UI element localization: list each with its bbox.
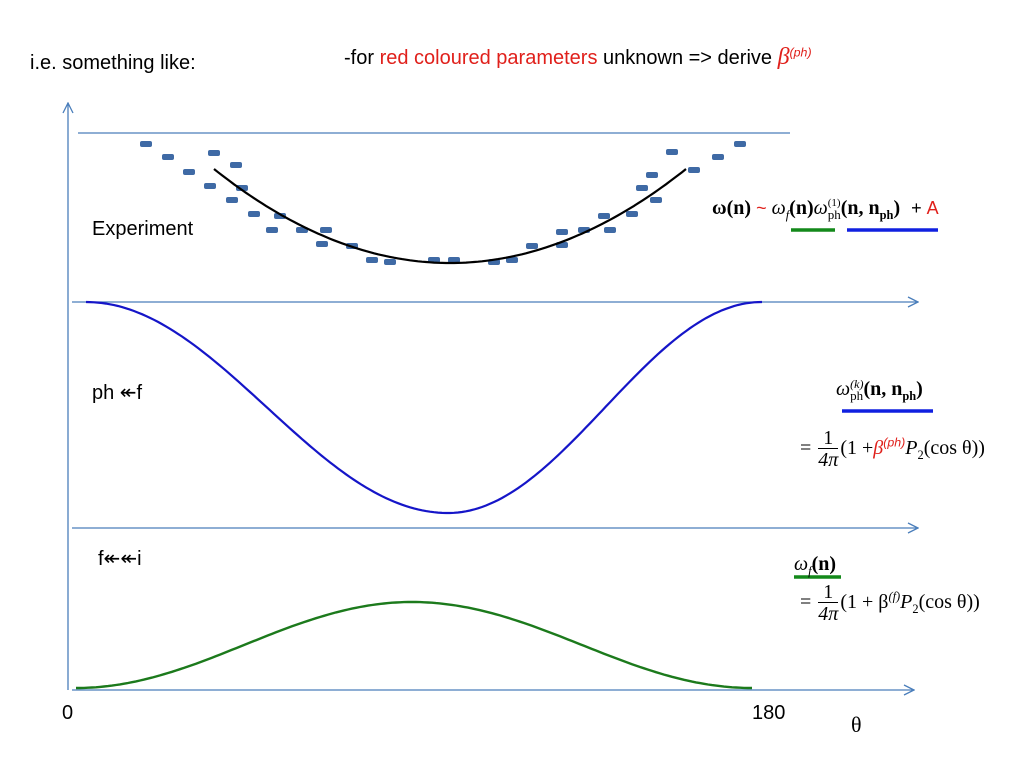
f-from-i-label: f↞↞i xyxy=(98,548,142,570)
experiment-marker xyxy=(230,162,242,168)
note-beta-sup: (ph) xyxy=(789,45,812,60)
x-axis-start-label: 0 xyxy=(62,702,74,724)
f1-omega-ph-sub: ph xyxy=(827,207,841,223)
formula-f-rhs: = 1 4π (1 + β(f)P2(cos θ)) xyxy=(800,582,980,625)
experiment-marker xyxy=(650,197,662,203)
intro-text: i.e. something like: xyxy=(30,52,196,74)
experiment-marker xyxy=(712,154,724,160)
experiment-marker xyxy=(204,183,216,189)
f3-omega: ω xyxy=(794,553,809,575)
f3-tail: (cos θ)) xyxy=(918,591,980,614)
experiment-marker xyxy=(274,213,286,219)
f3-arg: (n) xyxy=(811,553,837,575)
experiment-marker xyxy=(208,150,220,156)
experiment-marker xyxy=(248,211,260,217)
f2-equals: = xyxy=(800,437,812,460)
f2-arg: (n, n xyxy=(863,378,903,400)
f3-p-sub: 2 xyxy=(912,602,919,617)
formula-experiment: ω(n) ~ ωf(n)ω (1) ph (n, nph) + A xyxy=(712,197,939,223)
f1-tilde: ~ xyxy=(756,198,767,218)
f3-fraction: 1 4π xyxy=(818,582,839,625)
f3-open: (1 + β xyxy=(840,591,889,614)
f1-omega-ph-sup: (1) xyxy=(827,197,841,210)
f1-omega-f-arg: (n) xyxy=(789,197,814,219)
experiment-markers xyxy=(140,141,746,265)
experiment-marker xyxy=(626,211,638,217)
experiment-marker xyxy=(320,227,332,233)
experiment-marker xyxy=(384,259,396,265)
f3-beta-sup: (f) xyxy=(888,589,901,604)
experiment-marker xyxy=(140,141,152,147)
experiment-marker xyxy=(162,154,174,160)
f2-den: 4π xyxy=(818,449,839,471)
experiment-marker xyxy=(316,241,328,247)
f1-omega-ph: ω xyxy=(813,197,828,219)
f2-fraction: 1 4π xyxy=(818,428,839,471)
experiment-fit-curve xyxy=(213,168,687,265)
f1-omega-f-sub: f xyxy=(785,208,790,222)
f1-letter-a: A xyxy=(926,198,939,218)
f1-plus: + xyxy=(911,198,927,218)
f3-equals: = xyxy=(800,591,812,614)
experiment-marker xyxy=(598,213,610,219)
f2-p-sub: 2 xyxy=(917,448,924,463)
note-mid: unknown => derive xyxy=(597,47,778,69)
note-prefix: -for xyxy=(344,47,380,69)
f1-omega-f: ω xyxy=(771,197,786,219)
note-line: -for red coloured parameters unknown => … xyxy=(344,44,812,71)
ph-distribution-curve xyxy=(85,300,763,515)
f2-omega: ω xyxy=(836,378,851,400)
f2-beta-sup: (ph) xyxy=(883,435,906,450)
f3-p: P xyxy=(900,591,913,614)
f3-sub: f xyxy=(808,564,812,578)
experiment-marker xyxy=(604,227,616,233)
experiment-marker xyxy=(646,172,658,178)
f2-beta: β xyxy=(873,437,884,460)
ph-from-f-label: ph ↞f xyxy=(92,382,143,404)
experiment-marker xyxy=(636,185,648,191)
f1-omega-ph-arg-close: ) xyxy=(893,197,901,219)
f2-sup: (k) xyxy=(850,377,864,392)
f3-den: 4π xyxy=(818,603,839,625)
f2-arg-close: ) xyxy=(916,378,923,400)
x-axis-end-label: 180 xyxy=(752,702,786,724)
f2-sub: ph xyxy=(850,388,864,404)
experiment-marker xyxy=(226,197,238,203)
experiment-marker xyxy=(556,229,568,235)
f2-tail: (cos θ)) xyxy=(923,437,985,460)
experiment-marker xyxy=(366,257,378,263)
experiment-marker xyxy=(688,167,700,173)
note-beta-symbol: β xyxy=(777,44,790,70)
experiment-marker xyxy=(506,257,518,263)
f2-open: (1 + xyxy=(840,437,874,460)
formula-ph-rhs: = 1 4π (1 +β(ph)P2(cos θ)) xyxy=(800,428,985,471)
f-distribution-curve xyxy=(76,600,752,690)
formula-ph-lhs: ω (k) ph (n, nph) xyxy=(836,378,923,404)
experiment-marker xyxy=(183,169,195,175)
f1-omega-ph-scripts: (1) ph xyxy=(827,197,841,223)
formula-f-lhs: ωf(n) xyxy=(794,553,836,579)
f2-num: 1 xyxy=(818,428,839,449)
experiment-marker xyxy=(526,243,538,249)
f2-arg-sub: ph xyxy=(902,389,917,403)
experiment-marker xyxy=(666,149,678,155)
f2-scripts: (k) ph xyxy=(850,378,863,402)
theta-axis-label: θ xyxy=(851,712,862,737)
f3-num: 1 xyxy=(818,582,839,603)
f1-omega-n: ω(n) xyxy=(712,197,752,219)
experiment-marker xyxy=(448,257,460,263)
experiment-label: Experiment xyxy=(92,218,194,240)
f2-p: P xyxy=(905,437,918,460)
f1-omega-ph-arg: (n, n xyxy=(840,197,880,219)
note-red-text: red coloured parameters xyxy=(379,47,598,69)
f1-omega-ph-arg-sub: ph xyxy=(879,208,894,222)
experiment-marker xyxy=(734,141,746,147)
experiment-marker xyxy=(266,227,278,233)
